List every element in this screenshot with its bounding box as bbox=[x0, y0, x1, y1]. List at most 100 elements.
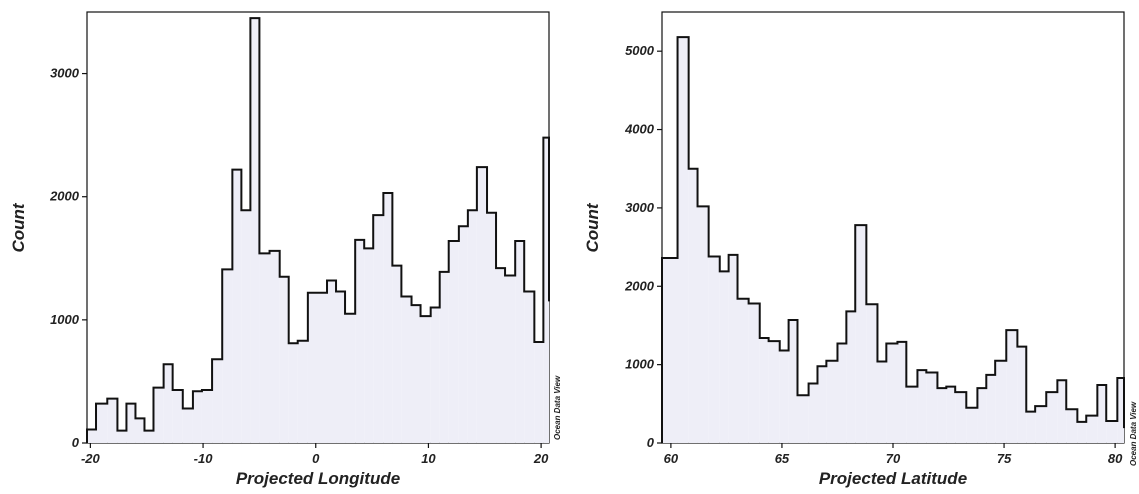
latitude-bar bbox=[719, 271, 729, 443]
latitude-bar bbox=[946, 386, 956, 443]
latitude-bar bbox=[779, 350, 789, 443]
latitude-bar bbox=[995, 360, 1007, 443]
latitude-x-axis-title: Projected Latitude bbox=[819, 469, 967, 488]
latitude-histogram-panel: 60 65 70 75 80 0 1000 2000 3000 4000 5000 Count Pr… bbox=[583, 11, 1138, 488]
longitude-y-tick-label: 3000 bbox=[50, 66, 80, 81]
longitude-bar bbox=[336, 291, 346, 443]
longitude-bar bbox=[222, 269, 233, 443]
latitude-credit-label: Ocean Data View bbox=[1129, 401, 1138, 466]
longitude-x-tick-label: 10 bbox=[421, 451, 436, 466]
longitude-histogram-panel: -20 -10 0 10 20 0 1000 2000 3000 Count Projected… bbox=[9, 11, 562, 488]
longitude-bar bbox=[172, 390, 183, 443]
latitude-bar bbox=[906, 386, 918, 443]
latitude-bar bbox=[788, 319, 798, 443]
longitude-bar bbox=[232, 169, 242, 443]
longitude-axes: -20 -10 0 10 20 0 1000 2000 3000 bbox=[49, 66, 549, 466]
longitude-bar bbox=[411, 305, 421, 443]
latitude-bar bbox=[1086, 415, 1098, 443]
longitude-bar bbox=[505, 275, 516, 443]
longitude-bar bbox=[355, 239, 365, 443]
latitude-bar bbox=[1106, 421, 1118, 443]
longitude-bar bbox=[163, 364, 173, 443]
latitude-y-axis-title: Count bbox=[583, 202, 602, 252]
longitude-y-tick-label: 2000 bbox=[49, 189, 80, 204]
latitude-bar bbox=[855, 225, 867, 443]
latitude-bar bbox=[955, 392, 967, 443]
latitude-bar bbox=[937, 388, 947, 443]
latitude-bar bbox=[977, 388, 987, 443]
longitude-bar bbox=[534, 342, 544, 443]
longitude-bar bbox=[515, 241, 525, 443]
latitude-bar bbox=[688, 168, 698, 443]
latitude-x-tick-label: 80 bbox=[1108, 451, 1123, 466]
longitude-bar bbox=[212, 359, 223, 443]
longitude-bar bbox=[288, 343, 298, 443]
longitude-y-tick-label: 0 bbox=[72, 435, 80, 450]
longitude-bar bbox=[241, 210, 251, 443]
latitude-bar bbox=[1017, 346, 1027, 443]
latitude-bar bbox=[728, 254, 738, 443]
latitude-bar bbox=[886, 343, 898, 443]
longitude-bar bbox=[269, 250, 280, 443]
longitude-bar bbox=[279, 276, 289, 443]
longitude-bar bbox=[182, 408, 193, 443]
latitude-bar bbox=[986, 374, 996, 443]
latitude-histogram-outline bbox=[661, 36, 1125, 443]
longitude-bar bbox=[153, 387, 164, 443]
latitude-bar bbox=[808, 383, 818, 443]
latitude-bar bbox=[1077, 421, 1087, 443]
longitude-x-tick-label: 0 bbox=[312, 451, 320, 466]
longitude-bar bbox=[487, 212, 497, 443]
longitude-bar bbox=[144, 430, 154, 443]
latitude-axes: 60 65 70 75 80 0 1000 2000 3000 4000 5000 bbox=[624, 43, 1123, 466]
longitude-bar bbox=[524, 291, 535, 443]
latitude-y-tick-label: 4000 bbox=[624, 122, 655, 137]
latitude-bar bbox=[966, 407, 978, 443]
longitude-bar bbox=[107, 398, 118, 443]
longitude-histogram-outline bbox=[86, 17, 550, 443]
latitude-bar bbox=[768, 341, 780, 443]
latitude-bar bbox=[846, 311, 856, 443]
longitude-bar bbox=[430, 307, 440, 443]
longitude-credit-label: Ocean Data View bbox=[553, 375, 562, 440]
longitude-bar bbox=[392, 265, 402, 443]
longitude-y-axis-title: Count bbox=[9, 202, 28, 252]
latitude-bar bbox=[866, 304, 878, 443]
latitude-x-tick-label: 75 bbox=[997, 451, 1012, 466]
longitude-bar bbox=[401, 296, 412, 443]
latitude-bar bbox=[817, 366, 827, 443]
latitude-bar bbox=[1097, 385, 1107, 443]
latitude-bar bbox=[1035, 406, 1047, 443]
latitude-bar bbox=[897, 341, 907, 443]
latitude-y-tick-label: 1000 bbox=[625, 357, 655, 372]
longitude-bar bbox=[458, 226, 468, 443]
longitude-bar bbox=[364, 248, 374, 443]
latitude-bar bbox=[837, 343, 847, 443]
latitude-bar bbox=[1057, 380, 1067, 443]
longitude-bar bbox=[117, 430, 127, 443]
latitude-bar bbox=[877, 361, 887, 443]
longitude-bar bbox=[201, 390, 213, 443]
longitude-bar bbox=[307, 292, 318, 443]
longitude-bar bbox=[126, 403, 136, 443]
longitude-y-tick-label: 1000 bbox=[50, 312, 80, 327]
longitude-bar bbox=[543, 137, 549, 443]
longitude-bar bbox=[420, 316, 431, 443]
latitude-bar bbox=[662, 258, 678, 443]
latitude-bar bbox=[797, 395, 809, 443]
latitude-bar bbox=[1006, 330, 1018, 443]
longitude-x-tick-label: 20 bbox=[533, 451, 549, 466]
longitude-bar bbox=[135, 418, 145, 443]
longitude-x-tick-label: -20 bbox=[81, 451, 101, 466]
longitude-x-tick-label: -10 bbox=[194, 451, 214, 466]
longitude-bar bbox=[96, 403, 108, 443]
longitude-bar bbox=[439, 271, 449, 443]
longitude-x-axis-title: Projected Longitude bbox=[236, 469, 400, 488]
latitude-bar bbox=[826, 360, 838, 443]
longitude-bar bbox=[383, 193, 393, 443]
latitude-y-tick-label: 2000 bbox=[624, 278, 655, 293]
latitude-bar bbox=[1046, 392, 1058, 443]
longitude-bar bbox=[297, 340, 308, 443]
longitude-bar bbox=[250, 18, 260, 444]
